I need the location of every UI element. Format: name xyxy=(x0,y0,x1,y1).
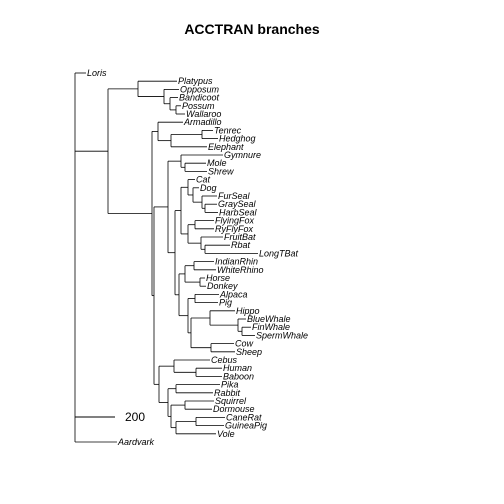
tip-label-mole: Mole xyxy=(207,158,227,168)
tip-label-armadillo: Armadillo xyxy=(183,117,222,127)
tip-label-fruitbat: FruitBat xyxy=(224,232,256,242)
tip-label-elephant: Elephant xyxy=(208,142,244,152)
tip-label-hippo: Hippo xyxy=(236,306,260,316)
tip-label-loris: Loris xyxy=(87,68,107,78)
tip-label-rbat: Rbat xyxy=(231,240,251,250)
tip-label-finwhale: FinWhale xyxy=(252,322,290,332)
tip-label-tenrec: Tenrec xyxy=(214,125,242,135)
tip-label-ryflyfox: RyFlyFox xyxy=(215,224,253,234)
tip-label-pig: Pig xyxy=(219,298,232,308)
tip-label-baboon: Baboon xyxy=(223,371,254,381)
tip-label-squirrel: Squirrel xyxy=(215,396,247,406)
scale-bar-label: 200 xyxy=(125,410,145,424)
tip-label-longtbat: LongTBat xyxy=(259,248,299,258)
tip-label-sheep: Sheep xyxy=(236,347,262,357)
tip-label-indianrhin: IndianRhin xyxy=(215,257,258,267)
tip-label-human: Human xyxy=(223,363,252,373)
tip-label-cebus: Cebus xyxy=(211,355,238,365)
tip-label-shrew: Shrew xyxy=(208,166,234,176)
tip-label-cat: Cat xyxy=(196,175,211,185)
tip-label-bandicoot: Bandicoot xyxy=(179,93,220,103)
tip-label-dog: Dog xyxy=(200,183,217,193)
tip-label-whiterhino: WhiteRhino xyxy=(217,265,264,275)
tip-label-spermwhale: SpermWhale xyxy=(256,330,308,340)
tip-label-guineapig: GuineaPig xyxy=(225,421,267,431)
tip-label-alpaca: Alpaca xyxy=(219,289,248,299)
tip-label-donkey: Donkey xyxy=(207,281,238,291)
tip-label-hedghog: Hedghog xyxy=(219,134,256,144)
figure-title: ACCTRAN branches xyxy=(184,21,320,37)
tip-label-grayseal: GraySeal xyxy=(218,199,257,209)
tip-label-rabbit: Rabbit xyxy=(214,388,241,398)
tip-label-flyingfox: FlyingFox xyxy=(215,216,255,226)
tip-label-furseal: FurSeal xyxy=(218,191,251,201)
tip-label-opposum: Opposum xyxy=(180,84,220,94)
tip-label-aardvark: Aardvark xyxy=(117,437,155,447)
tip-label-canerat: CaneRat xyxy=(226,412,262,422)
tip-label-possum: Possum xyxy=(182,101,215,111)
tip-label-wallaroo: Wallaroo xyxy=(186,109,221,119)
tip-label-cow: Cow xyxy=(235,339,254,349)
tip-label-vole: Vole xyxy=(217,429,235,439)
tip-label-pika: Pika xyxy=(221,380,239,390)
tip-label-horse: Horse xyxy=(206,273,230,283)
tip-label-harbseal: HarbSeal xyxy=(219,207,258,217)
tip-label-gymnure: Gymnure xyxy=(224,150,261,160)
tip-label-dormouse: Dormouse xyxy=(213,404,255,414)
tip-label-bluewhale: BlueWhale xyxy=(247,314,291,324)
tip-label-platypus: Platypus xyxy=(178,76,213,86)
